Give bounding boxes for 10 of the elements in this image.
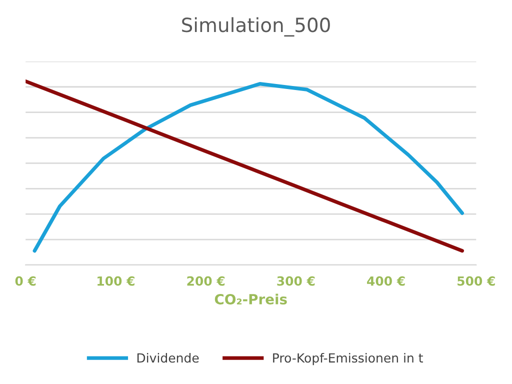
x-tick-label: 0 € <box>15 276 36 286</box>
x-axis-title: CO₂-Preis <box>214 294 287 304</box>
chart-title: Simulation_500 <box>182 17 330 37</box>
x-tick-label: 400 € <box>367 276 405 286</box>
x-tick-label: 200 € <box>187 276 225 286</box>
legend-label: Pro-Kopf-Emissionen in t <box>273 352 423 366</box>
legend-label: Dividende <box>137 352 199 363</box>
x-tick-label: 300 € <box>277 276 315 286</box>
x-tick-label: 100 € <box>98 276 134 286</box>
x-tick-label: 500 € <box>458 276 495 286</box>
